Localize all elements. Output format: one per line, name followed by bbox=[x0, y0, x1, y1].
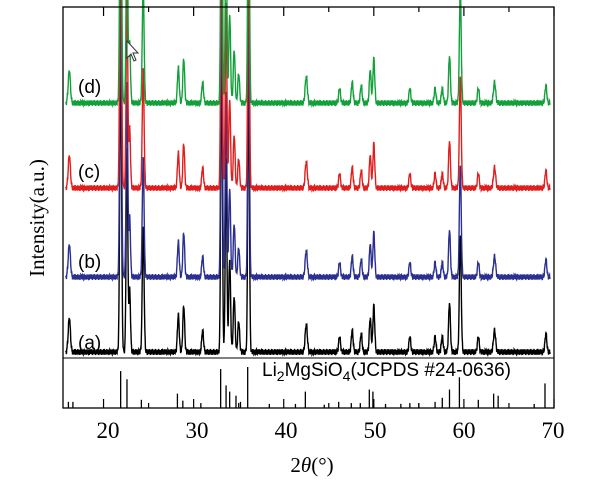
series-line-b bbox=[65, 0, 551, 282]
x-axis-ticks bbox=[102, 7, 555, 408]
x-tick-label-50: 50 bbox=[364, 418, 387, 443]
x-tick-label-60: 60 bbox=[453, 418, 476, 443]
series-label-b: (b) bbox=[78, 252, 101, 273]
series-line-c bbox=[65, 0, 551, 193]
reference-label: Li2MgSiO4(JCPDS #24-0636) bbox=[262, 360, 511, 384]
series-layer bbox=[65, 0, 551, 358]
series-label-c: (c) bbox=[78, 162, 100, 183]
series-line-d bbox=[65, 0, 551, 108]
series-label-a: (a) bbox=[78, 333, 101, 354]
series-label-d: (d) bbox=[78, 77, 101, 98]
y-axis-title: Intensity(a.u.) bbox=[25, 159, 49, 277]
x-tick-label-20: 20 bbox=[97, 418, 120, 443]
x-tick-label-30: 30 bbox=[186, 418, 209, 443]
x-axis-title: 2θ(°) bbox=[290, 453, 333, 477]
plot-frame bbox=[62, 6, 555, 409]
reference-pattern bbox=[67, 367, 546, 408]
series-line-a bbox=[65, 41, 551, 358]
x-tick-label-40: 40 bbox=[275, 418, 298, 443]
x-tick-label-70: 70 bbox=[542, 418, 565, 443]
mouse-cursor-icon bbox=[126, 39, 140, 62]
